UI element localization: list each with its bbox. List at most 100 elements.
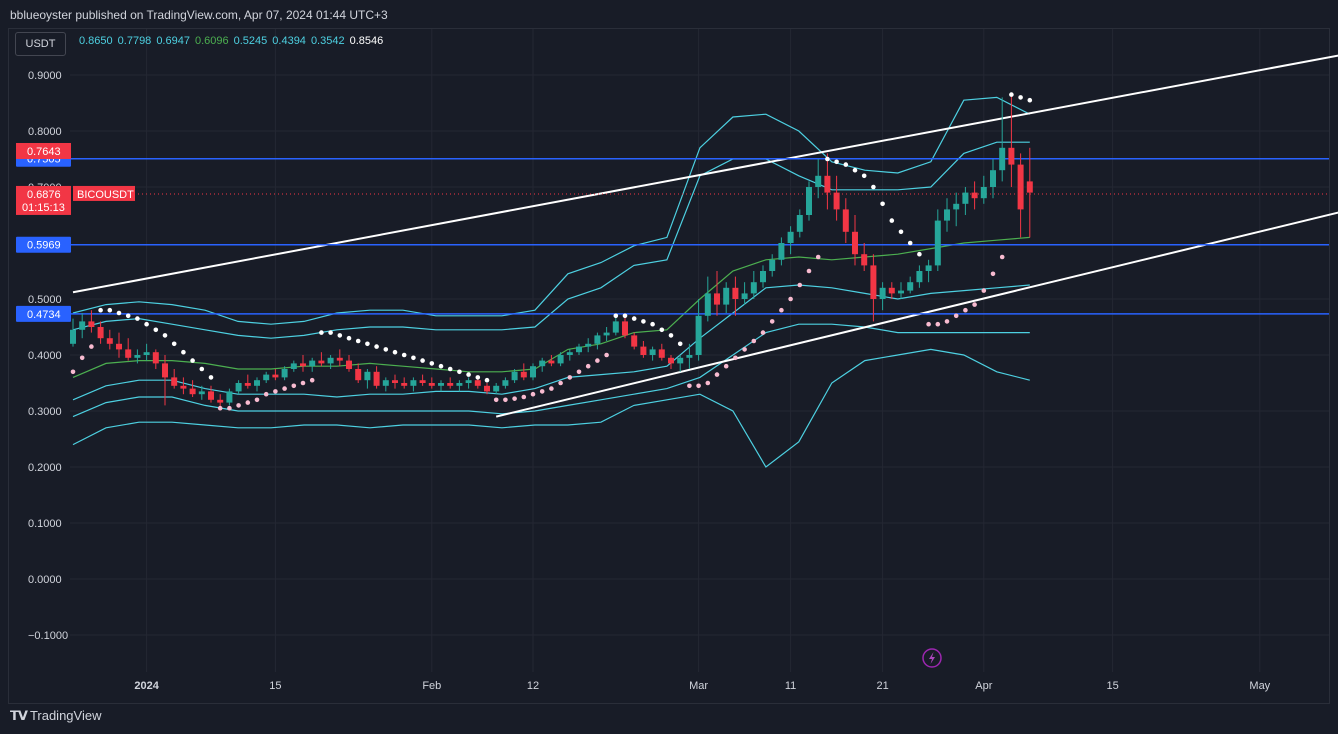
trend-lines[interactable] [73,36,1338,417]
indicator-legend: 0.8650 0.7798 0.6947 0.6096 0.5245 0.4394 0.35… [79,35,388,47]
candle-body [107,338,113,344]
sar-dot [632,316,637,321]
sar-dot [1009,92,1014,97]
candle-body [769,260,775,271]
x-tick-label: 15 [1106,680,1118,692]
sar-dot [374,344,379,349]
sar-dot [328,330,333,335]
candle-body [134,355,140,358]
level-label: 0.5969 [27,240,61,252]
sar-dot [650,322,655,327]
lightning-icon[interactable] [923,649,941,667]
legend-value: 0.8650 [79,35,113,47]
sar-dot [531,392,536,397]
sar-dot [310,378,315,383]
legend-value: 0.6947 [156,35,190,47]
candle-body [466,380,472,383]
candle-body [723,288,729,305]
trend-line[interactable] [73,36,1338,292]
candle-body [852,232,858,254]
sar-dot [696,384,701,389]
x-tick-label: May [1249,680,1270,692]
horizontal-levels[interactable] [70,159,1329,314]
sar-dot [163,333,168,338]
candle-body [429,383,435,386]
candle-body [558,355,564,363]
candle-body [79,321,85,329]
sar-dot [742,347,747,352]
sar-dot [972,302,977,307]
candle-body [916,271,922,282]
candle-body [530,366,536,377]
sar-dot [991,272,996,277]
sar-dot [715,372,720,377]
sar-dot [365,342,370,347]
x-tick-label: Feb [422,680,441,692]
legend-value: 0.3542 [311,35,345,47]
sar-dot [660,328,665,333]
candle-body [999,148,1005,170]
symbol-label: BICOUSDT [77,189,134,201]
candle-body [742,293,748,299]
candle-body [880,288,886,299]
candle-body [604,333,610,336]
sar-dot [844,162,849,167]
sar-dot [117,311,122,316]
sar-dot [558,381,563,386]
candle-body [392,380,398,383]
candle-body [502,380,508,386]
candle-body [622,321,628,335]
sar-dot [190,358,195,363]
candle-body [144,352,150,355]
candle-body [475,380,481,386]
sar-dot [862,174,867,179]
candle-body [420,380,426,383]
candle-body [438,383,444,386]
x-tick-label: 2024 [134,680,159,692]
sar-dot [430,361,435,366]
sar-dot [917,252,922,257]
candle-body [153,352,159,363]
candle-body [778,243,784,260]
candle-body [613,321,619,332]
x-tick-label: 12 [527,680,539,692]
candle-body [889,288,895,294]
sar-dot [936,322,941,327]
sar-dot [393,350,398,355]
candle-body [788,232,794,243]
time-axis[interactable]: 202415Feb12Mar1121Apr15May13 [134,680,1338,692]
sar-dot [577,370,582,375]
candle-body [944,209,950,220]
sar-dot [144,322,149,327]
candle-body [208,391,214,399]
candle-body [236,383,242,391]
candle-body [751,282,757,293]
sar-dot [273,389,278,394]
candle-body [337,358,343,361]
y-tick-label: 0.5000 [28,294,62,306]
candle-body [861,254,867,265]
candle-body [548,361,554,364]
sar-dot [236,403,241,408]
trend-line[interactable] [496,187,1338,417]
sar-dot [98,308,103,313]
x-tick-label: 21 [876,680,888,692]
logo-text: TradingView [30,708,102,723]
sar-dot [80,356,85,361]
sar-dot [549,386,554,391]
currency-selector[interactable]: USDT [15,32,66,56]
candle-body [585,344,591,347]
candle-body [410,380,416,386]
y-tick-label: 0.3000 [28,406,62,418]
candle-body [640,347,646,355]
sar-dot [522,395,527,400]
candle-body [171,377,177,385]
y-tick-label: 0.8000 [28,126,62,138]
x-tick-label: Apr [975,680,992,692]
candle-body [512,372,518,380]
tradingview-logo[interactable]: 𝗧𝗩 TradingView [10,708,101,724]
candle-body [1018,165,1024,210]
candle-body [972,193,978,199]
sar-dot [181,350,186,355]
